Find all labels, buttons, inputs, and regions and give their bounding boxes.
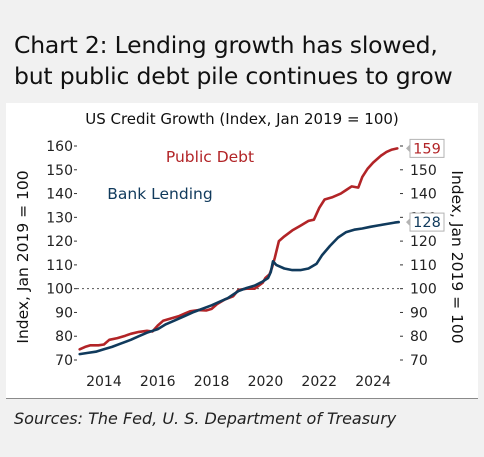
x-tick-2022: 2022	[301, 374, 337, 390]
series-label-bank-lending: Bank Lending	[107, 185, 212, 203]
x-tick-2016: 2016	[140, 374, 176, 390]
y-tick-left-150: 150	[46, 163, 73, 179]
x-tick-2018: 2018	[194, 374, 230, 390]
y-tick-left-90: 90	[55, 305, 73, 321]
chart-title: US Credit Growth (Index, Jan 2019 = 100)	[85, 110, 399, 128]
heading-line-2: but public debt pile continues to grow	[14, 62, 453, 90]
bottom-rule	[6, 398, 478, 399]
x-tick-2014: 2014	[86, 374, 122, 390]
y-tick-left-80: 80	[55, 329, 73, 345]
y-tick-right-150: 150	[410, 163, 437, 179]
y-tick-left-120: 120	[46, 234, 73, 250]
y-tick-left-70: 70	[55, 353, 73, 369]
y-tick-right-120: 120	[410, 234, 437, 250]
series-line-public-debt	[78, 147, 399, 351]
y-tick-right-90: 90	[410, 305, 428, 321]
x-tick-2020: 2020	[248, 374, 284, 390]
labels-layer: Public Debt Bank Lending 159 128	[107, 138, 445, 232]
y-tick-left-130: 130	[46, 210, 73, 226]
y-tick-right-100: 100	[410, 282, 437, 298]
heading-line-1: Chart 2: Lending growth has slowed,	[14, 31, 438, 59]
end-label-pointer-bank-lending	[406, 218, 410, 227]
axes: 7070808090901001001101101201201301301401…	[14, 139, 466, 390]
y-tick-right-110: 110	[410, 258, 437, 274]
source-note: Sources: The Fed, U. S. Department of Tr…	[14, 409, 397, 428]
series-layer	[78, 147, 400, 356]
series-label-public-debt: Public Debt	[166, 148, 254, 166]
chart-heading: Chart 2: Lending growth has slowed, but …	[14, 30, 474, 92]
y-tick-left-140: 140	[46, 187, 73, 203]
y-axis-title-right: Index, Jan 2019 = 100	[448, 170, 466, 343]
x-tick-2024: 2024	[355, 374, 391, 390]
y-tick-right-80: 80	[410, 329, 428, 345]
end-label-bank-lending: 128	[413, 215, 441, 231]
y-tick-left-160: 160	[46, 139, 73, 155]
y-axis-title-left: Index, Jan 2019 = 100	[14, 170, 32, 343]
plot-panel	[6, 103, 478, 398]
end-label-pointer-public-debt	[406, 144, 410, 153]
y-tick-right-140: 140	[410, 187, 437, 203]
y-tick-left-110: 110	[46, 258, 73, 274]
y-tick-left-100: 100	[46, 282, 73, 298]
y-tick-right-70: 70	[410, 353, 428, 369]
end-label-public-debt: 159	[413, 141, 441, 157]
series-line-bank-lending	[78, 220, 400, 356]
